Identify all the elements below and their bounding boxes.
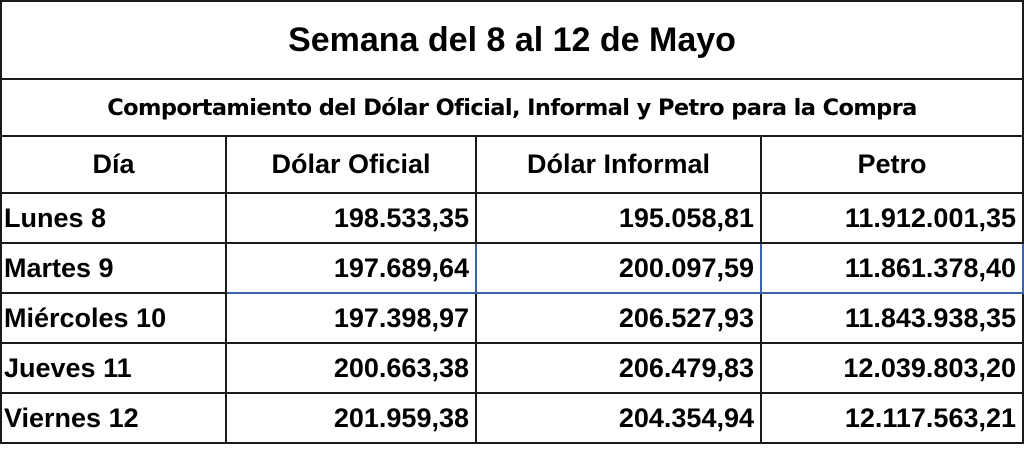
table-title[interactable]: Semana del 8 al 12 de Mayo <box>0 0 1024 80</box>
cell-informal[interactable]: 195.058,81 <box>475 192 762 244</box>
cell-informal[interactable]: 200.097,59 <box>475 242 762 294</box>
table-subtitle[interactable]: Comportamiento del Dólar Oficial, Inform… <box>0 78 1024 137</box>
cell-petro[interactable]: 11.843.938,35 <box>759 292 1024 344</box>
header-dolar-informal[interactable]: Dólar Informal <box>475 135 762 194</box>
cell-informal[interactable]: 206.479,83 <box>475 342 762 394</box>
header-dia[interactable]: Día <box>0 135 227 194</box>
cell-day[interactable]: Martes 9 <box>0 242 227 294</box>
cell-petro[interactable]: 11.861.378,40 <box>759 242 1024 294</box>
cell-day[interactable]: Jueves 11 <box>0 342 227 394</box>
cell-day[interactable]: Viernes 12 <box>0 392 227 444</box>
cell-oficial[interactable]: 197.398,97 <box>225 292 477 344</box>
table-row: Miércoles 10 197.398,97 206.527,93 11.84… <box>0 292 1024 344</box>
table-row: Viernes 12 201.959,38 204.354,94 12.117.… <box>0 392 1024 444</box>
cell-informal[interactable]: 204.354,94 <box>475 392 762 444</box>
header-petro[interactable]: Petro <box>759 135 1024 194</box>
cell-oficial[interactable]: 201.959,38 <box>225 392 477 444</box>
cell-oficial[interactable]: 200.663,38 <box>225 342 477 394</box>
cell-day[interactable]: Lunes 8 <box>0 192 227 244</box>
header-row: Día Dólar Oficial Dólar Informal Petro <box>0 135 1024 194</box>
cell-informal[interactable]: 206.527,93 <box>475 292 762 344</box>
cell-oficial[interactable]: 197.689,64 <box>225 242 477 294</box>
header-dolar-oficial[interactable]: Dólar Oficial <box>225 135 477 194</box>
cell-petro[interactable]: 12.117.563,21 <box>759 392 1024 444</box>
cell-petro[interactable]: 12.039.803,20 <box>759 342 1024 394</box>
cell-petro[interactable]: 11.912.001,35 <box>759 192 1024 244</box>
table-row: Jueves 11 200.663,38 206.479,83 12.039.8… <box>0 342 1024 394</box>
cell-day[interactable]: Miércoles 10 <box>0 292 227 344</box>
cell-oficial[interactable]: 198.533,35 <box>225 192 477 244</box>
table-row: Lunes 8 198.533,35 195.058,81 11.912.001… <box>0 192 1024 244</box>
table-row: Martes 9 197.689,64 200.097,59 11.861.37… <box>0 242 1024 294</box>
